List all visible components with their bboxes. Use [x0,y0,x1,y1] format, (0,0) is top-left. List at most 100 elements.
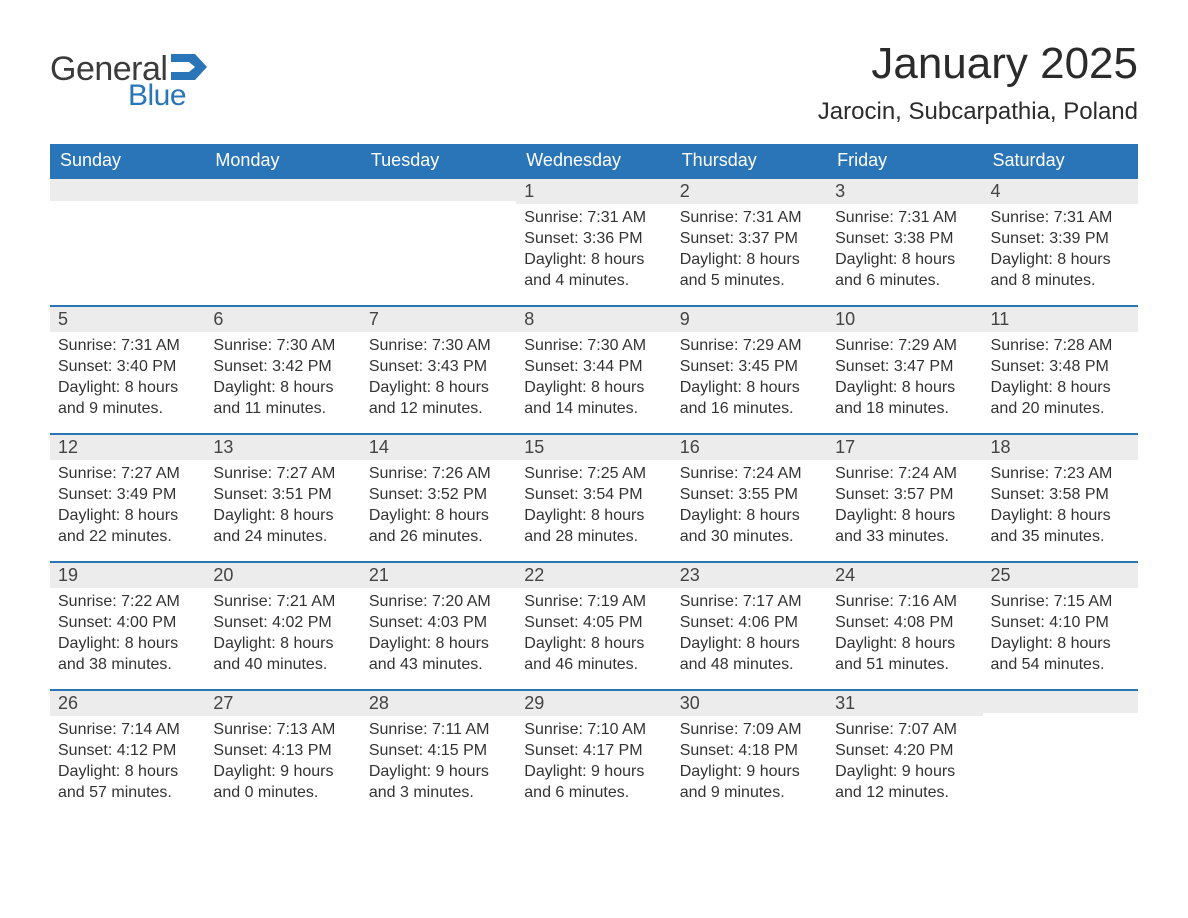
daylight-text: Daylight: 8 hours and 14 minutes. [524,378,663,420]
sunrise-text: Sunrise: 7:07 AM [835,720,974,741]
day-body: Sunrise: 7:29 AM Sunset: 3:45 PM Dayligh… [672,332,827,427]
day-number: 25 [983,561,1138,588]
sunset-text: Sunset: 3:44 PM [524,357,663,378]
calendar: Sunday Monday Tuesday Wednesday Thursday… [50,144,1138,817]
sunset-text: Sunset: 4:03 PM [369,613,508,634]
day-cell: 4 Sunrise: 7:31 AM Sunset: 3:39 PM Dayli… [983,177,1138,305]
sunset-text: Sunset: 3:52 PM [369,485,508,506]
day-number: 15 [516,433,671,460]
weekday-header-row: Sunday Monday Tuesday Wednesday Thursday… [50,144,1138,177]
sunset-text: Sunset: 4:00 PM [58,613,197,634]
day-body: Sunrise: 7:27 AM Sunset: 3:49 PM Dayligh… [50,460,205,555]
day-cell: 13 Sunrise: 7:27 AM Sunset: 3:51 PM Dayl… [205,433,360,561]
day-body: Sunrise: 7:13 AM Sunset: 4:13 PM Dayligh… [205,716,360,811]
day-cell: 15 Sunrise: 7:25 AM Sunset: 3:54 PM Dayl… [516,433,671,561]
day-body: Sunrise: 7:22 AM Sunset: 4:00 PM Dayligh… [50,588,205,683]
day-body: Sunrise: 7:09 AM Sunset: 4:18 PM Dayligh… [672,716,827,811]
day-number: 18 [983,433,1138,460]
sunset-text: Sunset: 4:15 PM [369,741,508,762]
weekday-header: Wednesday [516,144,671,177]
daylight-text: Daylight: 8 hours and 12 minutes. [369,378,508,420]
daylight-text: Daylight: 8 hours and 5 minutes. [680,250,819,292]
page: General Blue January 2025 Jarocin, Subca… [0,0,1188,857]
day-cell: 18 Sunrise: 7:23 AM Sunset: 3:58 PM Dayl… [983,433,1138,561]
week-row: 12 Sunrise: 7:27 AM Sunset: 3:49 PM Dayl… [50,433,1138,561]
sunrise-text: Sunrise: 7:31 AM [524,208,663,229]
day-body: Sunrise: 7:31 AM Sunset: 3:40 PM Dayligh… [50,332,205,427]
sunset-text: Sunset: 4:18 PM [680,741,819,762]
day-number-bar [205,177,360,201]
day-number: 8 [516,305,671,332]
day-cell: 7 Sunrise: 7:30 AM Sunset: 3:43 PM Dayli… [361,305,516,433]
daylight-text: Daylight: 8 hours and 24 minutes. [213,506,352,548]
sunrise-text: Sunrise: 7:31 AM [58,336,197,357]
sunset-text: Sunset: 3:55 PM [680,485,819,506]
daylight-text: Daylight: 8 hours and 26 minutes. [369,506,508,548]
day-body: Sunrise: 7:30 AM Sunset: 3:43 PM Dayligh… [361,332,516,427]
sunrise-text: Sunrise: 7:25 AM [524,464,663,485]
day-body: Sunrise: 7:31 AM Sunset: 3:36 PM Dayligh… [516,204,671,299]
day-cell: 21 Sunrise: 7:20 AM Sunset: 4:03 PM Dayl… [361,561,516,689]
day-cell: 3 Sunrise: 7:31 AM Sunset: 3:38 PM Dayli… [827,177,982,305]
day-number: 7 [361,305,516,332]
header: General Blue January 2025 Jarocin, Subca… [50,40,1138,126]
sunrise-text: Sunrise: 7:26 AM [369,464,508,485]
sunset-text: Sunset: 3:54 PM [524,485,663,506]
day-number: 1 [516,177,671,204]
day-number: 14 [361,433,516,460]
day-body: Sunrise: 7:31 AM Sunset: 3:39 PM Dayligh… [983,204,1138,299]
day-cell: 31 Sunrise: 7:07 AM Sunset: 4:20 PM Dayl… [827,689,982,817]
daylight-text: Daylight: 8 hours and 4 minutes. [524,250,663,292]
week-row: 19 Sunrise: 7:22 AM Sunset: 4:00 PM Dayl… [50,561,1138,689]
day-body: Sunrise: 7:29 AM Sunset: 3:47 PM Dayligh… [827,332,982,427]
daylight-text: Daylight: 9 hours and 3 minutes. [369,762,508,804]
day-cell-empty [983,689,1138,817]
day-body: Sunrise: 7:30 AM Sunset: 3:42 PM Dayligh… [205,332,360,427]
sunrise-text: Sunrise: 7:31 AM [680,208,819,229]
daylight-text: Daylight: 9 hours and 9 minutes. [680,762,819,804]
sunrise-text: Sunrise: 7:22 AM [58,592,197,613]
location-subtitle: Jarocin, Subcarpathia, Poland [818,98,1138,126]
sunset-text: Sunset: 3:37 PM [680,229,819,250]
daylight-text: Daylight: 8 hours and 54 minutes. [991,634,1130,676]
day-cell: 24 Sunrise: 7:16 AM Sunset: 4:08 PM Dayl… [827,561,982,689]
daylight-text: Daylight: 8 hours and 22 minutes. [58,506,197,548]
daylight-text: Daylight: 9 hours and 6 minutes. [524,762,663,804]
day-cell: 17 Sunrise: 7:24 AM Sunset: 3:57 PM Dayl… [827,433,982,561]
day-body: Sunrise: 7:31 AM Sunset: 3:38 PM Dayligh… [827,204,982,299]
daylight-text: Daylight: 8 hours and 11 minutes. [213,378,352,420]
sunset-text: Sunset: 4:02 PM [213,613,352,634]
sunrise-text: Sunrise: 7:09 AM [680,720,819,741]
sunset-text: Sunset: 4:06 PM [680,613,819,634]
day-number: 19 [50,561,205,588]
sunset-text: Sunset: 3:39 PM [991,229,1130,250]
month-title: January 2025 [818,40,1138,88]
week-row: 26 Sunrise: 7:14 AM Sunset: 4:12 PM Dayl… [50,689,1138,817]
weekday-header: Friday [827,144,982,177]
week-row: 5 Sunrise: 7:31 AM Sunset: 3:40 PM Dayli… [50,305,1138,433]
logo: General Blue [50,40,207,113]
day-body: Sunrise: 7:30 AM Sunset: 3:44 PM Dayligh… [516,332,671,427]
day-cell: 28 Sunrise: 7:11 AM Sunset: 4:15 PM Dayl… [361,689,516,817]
daylight-text: Daylight: 8 hours and 6 minutes. [835,250,974,292]
day-cell: 19 Sunrise: 7:22 AM Sunset: 4:00 PM Dayl… [50,561,205,689]
weekday-header: Sunday [50,144,205,177]
sunset-text: Sunset: 3:42 PM [213,357,352,378]
day-body: Sunrise: 7:24 AM Sunset: 3:55 PM Dayligh… [672,460,827,555]
sunrise-text: Sunrise: 7:27 AM [58,464,197,485]
daylight-text: Daylight: 8 hours and 43 minutes. [369,634,508,676]
day-number: 26 [50,689,205,716]
daylight-text: Daylight: 9 hours and 12 minutes. [835,762,974,804]
day-number: 31 [827,689,982,716]
day-body: Sunrise: 7:23 AM Sunset: 3:58 PM Dayligh… [983,460,1138,555]
daylight-text: Daylight: 8 hours and 9 minutes. [58,378,197,420]
sunrise-text: Sunrise: 7:23 AM [991,464,1130,485]
sunrise-text: Sunrise: 7:14 AM [58,720,197,741]
day-body: Sunrise: 7:11 AM Sunset: 4:15 PM Dayligh… [361,716,516,811]
day-cell: 20 Sunrise: 7:21 AM Sunset: 4:02 PM Dayl… [205,561,360,689]
day-number: 22 [516,561,671,588]
day-number-bar [361,177,516,201]
weekday-header: Saturday [983,144,1138,177]
day-body: Sunrise: 7:28 AM Sunset: 3:48 PM Dayligh… [983,332,1138,427]
daylight-text: Daylight: 8 hours and 48 minutes. [680,634,819,676]
